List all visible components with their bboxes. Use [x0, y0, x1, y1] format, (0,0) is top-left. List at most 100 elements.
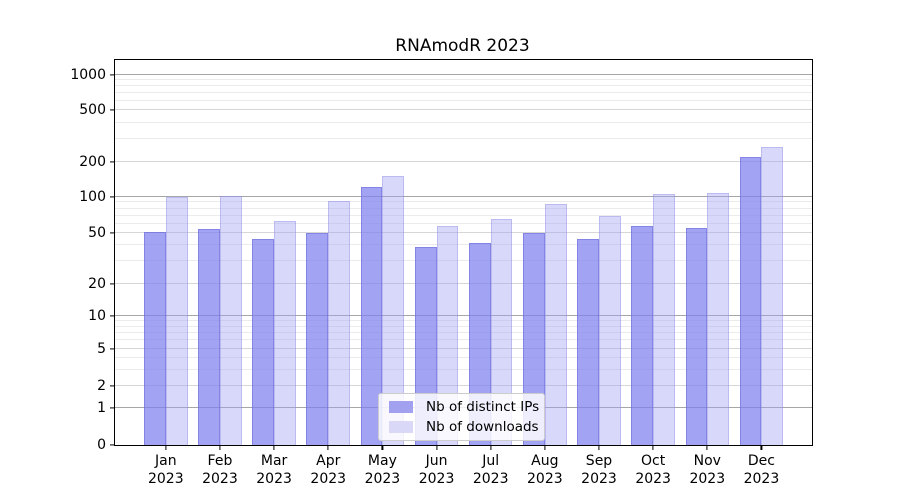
gridline-50 [115, 232, 812, 234]
plot-area: 0 1 2 5 10 20 50 100 200 500 1000 Jan 2023 Feb 2023 Ma… [70, 59, 813, 487]
y-tick-label-500: 500 [79, 102, 106, 118]
legend: Nb of distinct IPs Nb of downloads [378, 393, 545, 441]
x-tick-jan [165, 445, 167, 450]
x-tick-apr [327, 445, 329, 450]
legend-swatch-downloads-icon [389, 421, 413, 433]
bar-distinct-ips-jan [143, 232, 166, 445]
x-tick-feb [219, 445, 221, 450]
y-tick-2 [110, 385, 115, 387]
gridline-600 [115, 99, 812, 101]
bar-downloads-jan [165, 196, 188, 445]
bar-downloads-nov [707, 193, 730, 445]
gridline-700 [115, 92, 812, 94]
x-tick-label-sep: Sep 2023 [581, 453, 617, 487]
x-tick-label-apr: Apr 2023 [310, 453, 347, 487]
gridline-30 [115, 260, 812, 262]
y-tick-label-1000: 1000 [70, 67, 106, 83]
y-tick-label-1: 1 [97, 400, 106, 416]
gridline-4 [115, 357, 812, 359]
x-tick-may [381, 445, 383, 450]
y-tick-label-200: 200 [79, 153, 106, 170]
gridline-7 [115, 331, 812, 333]
legend-swatch-distinct-ips-icon [389, 401, 413, 413]
gridline-300 [115, 138, 812, 139]
gridline-1000 [115, 74, 812, 76]
x-tick-label-jul: Jul 2023 [472, 453, 509, 487]
y-tick-label-2: 2 [97, 378, 106, 395]
chart-title: RNAmodR 2023 [395, 36, 530, 56]
legend-entry-downloads: Nb of downloads [389, 419, 539, 435]
bar-downloads-aug [544, 203, 567, 445]
gridline-80 [115, 207, 812, 209]
x-tick-dec [760, 445, 763, 450]
x-tick-label-dec: Dec 2023 [743, 453, 780, 487]
y-tick-label-100: 100 [79, 188, 106, 205]
x-tick-label-aug: Aug 2023 [527, 453, 563, 487]
y-tick-0 [110, 444, 115, 446]
bar-distinct-ips-may [360, 186, 383, 445]
gridline-20 [115, 283, 812, 284]
y-tick-1 [110, 407, 115, 409]
gridline-5 [115, 347, 812, 349]
bar-distinct-ips-mar [252, 238, 275, 445]
gridline-70 [115, 214, 812, 216]
y-tick-5 [110, 348, 115, 350]
y-tick-label-0: 0 [97, 437, 106, 453]
x-tick-label-oct: Oct 2023 [635, 453, 671, 487]
y-tick-label-10: 10 [88, 307, 106, 324]
gridline-100 [115, 195, 812, 197]
gridline-10 [115, 315, 812, 316]
y-tick-1000 [110, 74, 115, 76]
legend-label-distinct-ips: Nb of distinct IPs [426, 399, 540, 415]
bar-downloads-may [382, 175, 405, 445]
x-tick-mar [273, 445, 275, 450]
y-tick-500 [110, 109, 115, 111]
x-tick-sep [598, 445, 600, 450]
bar-downloads-mar [274, 221, 296, 445]
x-tick-label-jan: Jan 2023 [147, 453, 184, 487]
x-tick-label-jun: Jun 2023 [418, 453, 455, 487]
gridline-6 [115, 339, 812, 341]
x-tick-nov [706, 445, 708, 450]
x-tick-label-may: May 2023 [364, 453, 401, 487]
x-tick-jun [435, 445, 438, 450]
y-tick-200 [110, 161, 115, 163]
bar-distinct-ips-apr [306, 233, 329, 445]
bar-distinct-ips-dec [739, 156, 762, 445]
gridline-2 [115, 385, 812, 387]
bar-downloads-apr [328, 200, 351, 445]
bar-downloads-oct [653, 194, 675, 445]
x-tick-aug [544, 445, 546, 450]
x-tick-label-feb: Feb 2023 [202, 453, 238, 487]
legend-entry-distinct-ips: Nb of distinct IPs [389, 399, 540, 415]
y-tick-label-20: 20 [88, 275, 106, 292]
gridline-3 [115, 368, 812, 370]
y-tick-50 [110, 232, 115, 234]
bar-distinct-ips-feb [198, 229, 220, 445]
bar-distinct-ips-nov [685, 228, 708, 445]
x-tick-label-mar: Mar 2023 [256, 453, 292, 487]
x-tick-oct [652, 445, 654, 450]
gridline-900 [115, 79, 812, 81]
y-tick-20 [110, 283, 115, 285]
bar-distinct-ips-sep [577, 238, 599, 445]
gridline-500 [115, 109, 812, 111]
bar-downloads-feb [219, 195, 242, 445]
gridline-90 [115, 201, 812, 203]
gridline-800 [115, 85, 812, 87]
y-tick-label-50: 50 [88, 225, 106, 242]
y-tick-label-5: 5 [97, 340, 106, 357]
gridline-400 [115, 121, 812, 123]
y-tick-10 [110, 315, 115, 317]
bar-distinct-ips-oct [631, 226, 654, 445]
gridline-8 [115, 325, 812, 327]
bar-distinct-ips-aug [523, 233, 545, 445]
x-tick-jul [490, 445, 492, 450]
bar-downloads-jun [436, 226, 459, 445]
gridline-200 [115, 161, 812, 162]
y-tick-100 [110, 196, 115, 198]
gridline-40 [115, 244, 812, 246]
bar-downloads-jul [490, 218, 513, 445]
legend-label-downloads: Nb of downloads [426, 419, 539, 435]
